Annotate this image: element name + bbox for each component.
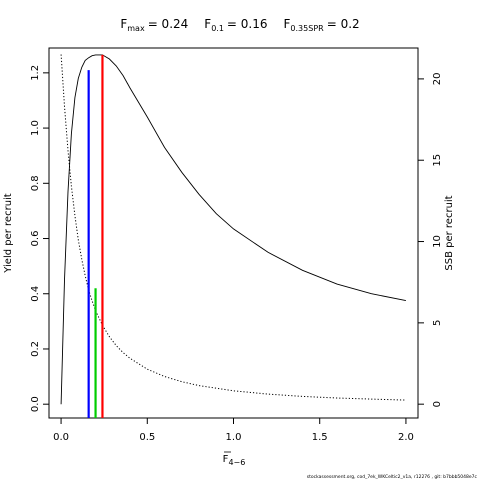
plot-frame (48, 47, 419, 419)
x-tick-label: 1.5 (312, 432, 328, 443)
f035-sub: 0.35SPR (290, 24, 324, 33)
y2-tick-label: 20 (432, 73, 443, 86)
f01-label: F (204, 17, 211, 31)
yield-per-recruit-line (60, 54, 406, 405)
y-tick-label: 0.2 (30, 341, 41, 357)
y2-tick-label: 10 (432, 235, 443, 248)
y-tick-label: 0.6 (30, 231, 41, 247)
x-tick-label: 0.0 (53, 432, 69, 443)
y-tick-label: 0.8 (30, 175, 41, 191)
y-tick-label: 1.0 (30, 120, 41, 136)
y-axis-title: Yield per recruit (3, 193, 14, 274)
y2-tick-label: 15 (432, 154, 443, 167)
y-axis-left: 0.0 0.2 0.4 0.6 0.8 1.0 1.2 (30, 65, 49, 412)
footer-text: stockassessment.org, cod_7ek_WKCeltic2_v… (307, 474, 478, 480)
series-layer (60, 54, 406, 405)
f035-value: = 0.2 (327, 17, 360, 31)
reference-lines (87, 54, 104, 418)
y-axis-right: 0 5 10 15 20 (418, 73, 443, 407)
x-tick-label: 2.0 (398, 432, 414, 443)
x-axis-title-main: F (223, 454, 229, 465)
ssb-per-recruit-line (60, 54, 406, 401)
fmax-sub: max (127, 24, 145, 33)
x-axis: 0.0 0.5 1.0 1.5 2.0 (53, 418, 414, 443)
x-axis-title: F4−6 (223, 454, 246, 467)
fmax-value: = 0.24 (148, 17, 189, 31)
f01-sub: 0.1 (211, 24, 224, 33)
fmax-label: F (120, 17, 127, 31)
y2-axis-title: SSB per recruit (444, 195, 455, 270)
x-tick-label: 1.0 (226, 432, 242, 443)
y-tick-label: 1.2 (30, 65, 41, 81)
f035-label: F (284, 17, 291, 31)
f01-value: = 0.16 (227, 17, 268, 31)
x-tick-label: 0.5 (139, 432, 155, 443)
y2-tick-label: 0 (432, 401, 443, 407)
y2-tick-label: 5 (432, 320, 443, 326)
y-tick-label: 0.4 (30, 286, 41, 302)
y-tick-label: 0.0 (30, 396, 41, 412)
chart-title: Fmax = 0.24 F0.1 = 0.16 F0.35SPR = 0.2 (120, 17, 359, 33)
x-axis-title-sub: 4−6 (228, 458, 245, 467)
